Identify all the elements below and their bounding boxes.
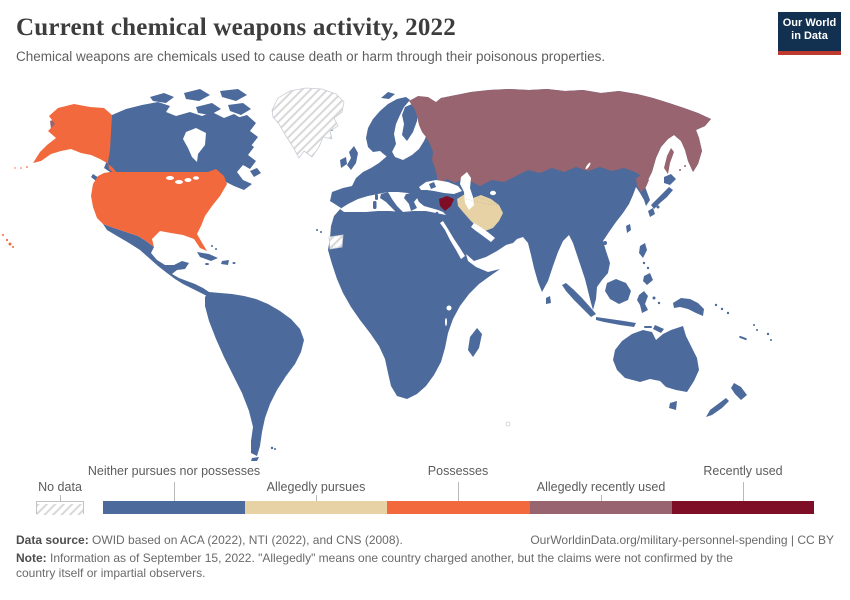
- cyprus: [435, 211, 439, 215]
- country-new-zealand[interactable]: [706, 383, 747, 417]
- country-indonesia[interactable]: [562, 279, 664, 333]
- country-russia-novaya-zemlya[interactable]: [448, 99, 464, 120]
- data-source-label: Data source:: [16, 533, 89, 547]
- no-data-islet: [505, 421, 511, 427]
- persian-gulf: [471, 223, 495, 242]
- country-canada[interactable]: [104, 102, 256, 190]
- country-tasmania[interactable]: [669, 401, 677, 410]
- country-australia[interactable]: [613, 326, 699, 392]
- legend-band-allegedly-pursues[interactable]: [245, 501, 388, 514]
- country-ireland[interactable]: [340, 157, 347, 168]
- legend-tick: [601, 495, 602, 501]
- country-scandinavia[interactable]: [366, 97, 410, 156]
- country-united-states[interactable]: [2, 104, 227, 251]
- country-russia-sakhalin[interactable]: [664, 148, 674, 174]
- chart-header: Current chemical weapons activity, 2022 …: [16, 14, 766, 64]
- italy-sicily: [395, 215, 402, 221]
- legend-label-possesses: Possesses: [427, 464, 489, 478]
- countries-no-data[interactable]: [271, 87, 511, 427]
- note-line: Note: Information as of September 15, 20…: [16, 551, 774, 581]
- lake-baikal: [585, 162, 591, 170]
- chart-footer: Data source: OWID based on ACA (2022), N…: [16, 533, 834, 581]
- country-russia[interactable]: [409, 89, 711, 186]
- owid-logo-line2: in Data: [791, 30, 828, 42]
- greece-crete: [410, 216, 417, 219]
- page-title: Current chemical weapons activity, 2022: [16, 14, 456, 41]
- data-source-text: OWID based on ACA (2022), NTI (2022), an…: [88, 533, 403, 547]
- usa-alaska[interactable]: [33, 104, 121, 178]
- legend-swatch-no-data[interactable]: [36, 501, 84, 515]
- owid-logo-line1: Our World: [782, 17, 837, 29]
- country-north-korea[interactable]: [636, 174, 649, 192]
- country-taiwan[interactable]: [626, 224, 631, 233]
- country-united-kingdom[interactable]: [347, 146, 358, 170]
- country-borders: [225, 159, 607, 435]
- legend-label-neither: Neither pursues nor possesses: [87, 464, 261, 478]
- legend-color-bar: [103, 501, 815, 514]
- legend-label-recently-used: Recently used: [703, 464, 783, 478]
- country-finland[interactable]: [402, 104, 418, 141]
- usa-hawaii[interactable]: [2, 234, 14, 248]
- legend-band-neither[interactable]: [103, 501, 246, 514]
- country-madagascar[interactable]: [468, 328, 482, 357]
- legend-label-no-data: No data: [38, 480, 82, 494]
- legend-band-allegedly-recently-used[interactable]: [529, 501, 672, 514]
- france-corsica: [375, 194, 378, 200]
- legend-tick: [60, 495, 61, 501]
- hudson-bay: [183, 128, 206, 162]
- note-text: Information as of September 15, 2022. "A…: [16, 551, 733, 580]
- country-greece[interactable]: [404, 193, 418, 211]
- mediterranean-lands[interactable]: [373, 182, 439, 221]
- great-lakes: [166, 176, 174, 180]
- crimea: [429, 182, 436, 189]
- page-subtitle: Chemical weapons are chemicals used to c…: [16, 49, 606, 64]
- black-sea: [419, 180, 462, 194]
- lake-malawi: [452, 328, 454, 336]
- country-japan[interactable]: [648, 174, 676, 217]
- legend-tick: [458, 482, 459, 501]
- usa-lower-48[interactable]: [91, 169, 227, 251]
- owid-logo[interactable]: Our World in Data: [778, 12, 841, 55]
- lake-victoria: [446, 305, 452, 311]
- country-italy[interactable]: [380, 192, 408, 217]
- aral-sea: [490, 190, 496, 196]
- legend-tick: [743, 482, 744, 501]
- italy-sardinia: [373, 201, 377, 209]
- country-new-guinea[interactable]: [673, 298, 704, 316]
- legend-tick: [174, 482, 175, 501]
- legend-band-possesses[interactable]: [387, 501, 530, 514]
- caspian-sea: [460, 172, 474, 210]
- data-source-line: Data source: OWID based on ACA (2022), N…: [16, 533, 403, 548]
- country-greenland[interactable]: [271, 87, 345, 159]
- note-label: Note:: [16, 551, 47, 565]
- legend-label-allegedly-pursues: Allegedly pursues: [266, 480, 366, 494]
- country-mexico-central-america[interactable]: [103, 224, 213, 296]
- legend-tick: [316, 495, 317, 501]
- red-sea: [440, 221, 465, 259]
- country-western-sahara[interactable]: [328, 234, 344, 250]
- country-south-america[interactable]: [205, 292, 304, 456]
- country-sri-lanka[interactable]: [546, 296, 551, 304]
- legend-label-allegedly-recently-used: Allegedly recently used: [536, 480, 666, 494]
- legend-band-recently-used[interactable]: [671, 501, 815, 514]
- lake-tanganyika: [445, 318, 447, 326]
- owid-link[interactable]: OurWorldinData.org/military-personnel-sp…: [530, 533, 834, 547]
- country-syria[interactable]: [439, 196, 454, 211]
- country-philippines[interactable]: [639, 243, 653, 285]
